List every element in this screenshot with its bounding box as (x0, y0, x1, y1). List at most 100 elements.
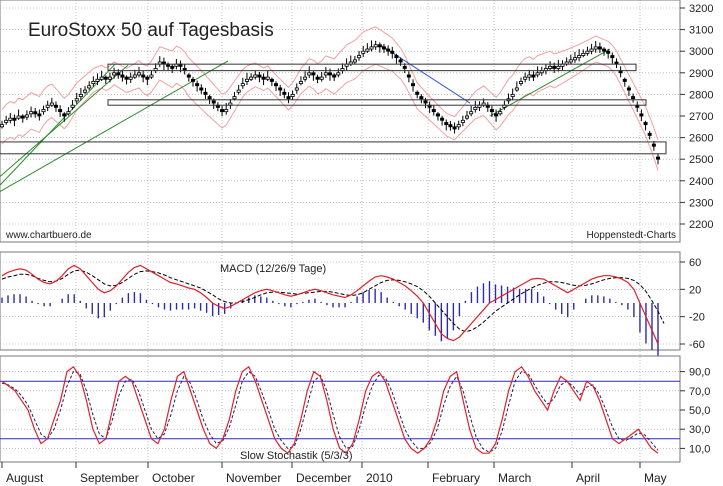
price-candle (311, 72, 316, 76)
price-candle (290, 94, 295, 97)
price-candle (643, 122, 648, 126)
price-candle (186, 74, 191, 78)
price-candle (58, 109, 63, 113)
price-candle (244, 78, 249, 82)
price-candle (207, 96, 212, 100)
price-candle (45, 104, 50, 108)
month-label: April (576, 471, 600, 485)
price-candle (336, 72, 341, 76)
price-candle (20, 115, 25, 119)
stoch-tick-label: 10,0 (689, 443, 710, 455)
price-candle (444, 122, 449, 126)
price-candle (294, 87, 299, 91)
price-candle (141, 74, 146, 78)
macd-tick-label: -20 (689, 312, 705, 324)
price-tick-label: 2500 (689, 154, 713, 166)
price-candle (639, 113, 644, 117)
month-label: March (498, 471, 531, 485)
price-layer (0, 26, 667, 193)
month-label: November (226, 471, 281, 485)
price-candle (531, 74, 536, 78)
price-candle (535, 72, 540, 76)
price-candle (589, 48, 594, 52)
axis-layer: August September October November December 20… (1, 3, 713, 485)
price-candle (465, 115, 470, 119)
price-candle (610, 55, 615, 59)
trendline-up-1 (0, 63, 116, 186)
support-band (0, 141, 667, 155)
price-candle (103, 76, 108, 80)
price-candle (647, 132, 652, 136)
source-right: Hoppenstedt-Charts (587, 230, 677, 241)
price-candle (298, 81, 303, 85)
price-candle (24, 114, 29, 118)
stoch-tick-label: 70,0 (689, 386, 710, 398)
price-candle (66, 111, 71, 115)
month-label: October (152, 471, 195, 485)
price-candle (249, 76, 254, 80)
source-left: www.chartbuero.de (5, 230, 92, 241)
price-candle (220, 109, 225, 113)
price-candle (16, 115, 21, 119)
price-candle (568, 59, 573, 63)
price-candle (510, 94, 515, 97)
price-candle (394, 55, 399, 59)
price-candle (597, 46, 602, 50)
chart-title: EuroStoxx 50 auf Tagesbasis (28, 20, 274, 41)
price-candle (265, 76, 270, 80)
price-candle (411, 83, 416, 87)
price-candle (8, 117, 13, 121)
price-candle (170, 65, 175, 69)
price-candle (323, 72, 328, 76)
price-candle (357, 55, 362, 59)
price-candle (548, 65, 553, 69)
price-candle (631, 96, 636, 100)
stoch-layer (0, 365, 680, 455)
price-candle (211, 100, 216, 104)
price-candle (203, 91, 208, 95)
price-candle (41, 109, 46, 113)
price-candle (456, 124, 461, 128)
month-label: September (80, 471, 139, 485)
price-candle (435, 113, 440, 117)
price-candle (452, 126, 457, 130)
price-candle (552, 65, 557, 69)
price-candle (365, 48, 370, 52)
price-candle (390, 50, 395, 54)
price-candle (12, 117, 17, 121)
price-candle (232, 96, 237, 100)
price-candle (236, 89, 241, 93)
price-tick-label: 3100 (689, 25, 713, 37)
price-candle (128, 76, 133, 80)
stoch-label: Slow Stochastik (5/3/3) (240, 450, 353, 462)
price-candle (448, 124, 453, 128)
price-candle (190, 78, 195, 82)
price-tick-label: 2300 (689, 197, 713, 209)
price-tick-label: 2700 (689, 111, 713, 123)
price-candle (469, 111, 474, 115)
price-tick-label: 2400 (689, 176, 713, 188)
price-candle (62, 113, 67, 117)
price-candle (282, 91, 287, 95)
month-label: February (432, 471, 480, 485)
price-candle (473, 106, 478, 110)
price-candle (369, 46, 374, 50)
price-candle (440, 117, 445, 121)
stoch-tick-label: 50,0 (689, 405, 710, 417)
trendline-up-3 (0, 60, 229, 193)
price-tick-label: 3200 (689, 3, 713, 15)
downtrend-line (379, 44, 471, 104)
price-candle (361, 50, 366, 54)
price-candle (149, 74, 154, 78)
trendline-up-4 (489, 48, 611, 117)
price-candle (199, 87, 204, 91)
month-label: 2010 (366, 471, 393, 485)
price-candle (606, 50, 611, 54)
price-candle (327, 72, 332, 76)
price-candle (626, 87, 631, 91)
macd-tick-label: 20 (689, 284, 701, 296)
price-tick-label: 2600 (689, 133, 713, 145)
price-candle (116, 72, 121, 76)
macd-layer (1, 264, 665, 356)
price-candle (656, 156, 661, 160)
